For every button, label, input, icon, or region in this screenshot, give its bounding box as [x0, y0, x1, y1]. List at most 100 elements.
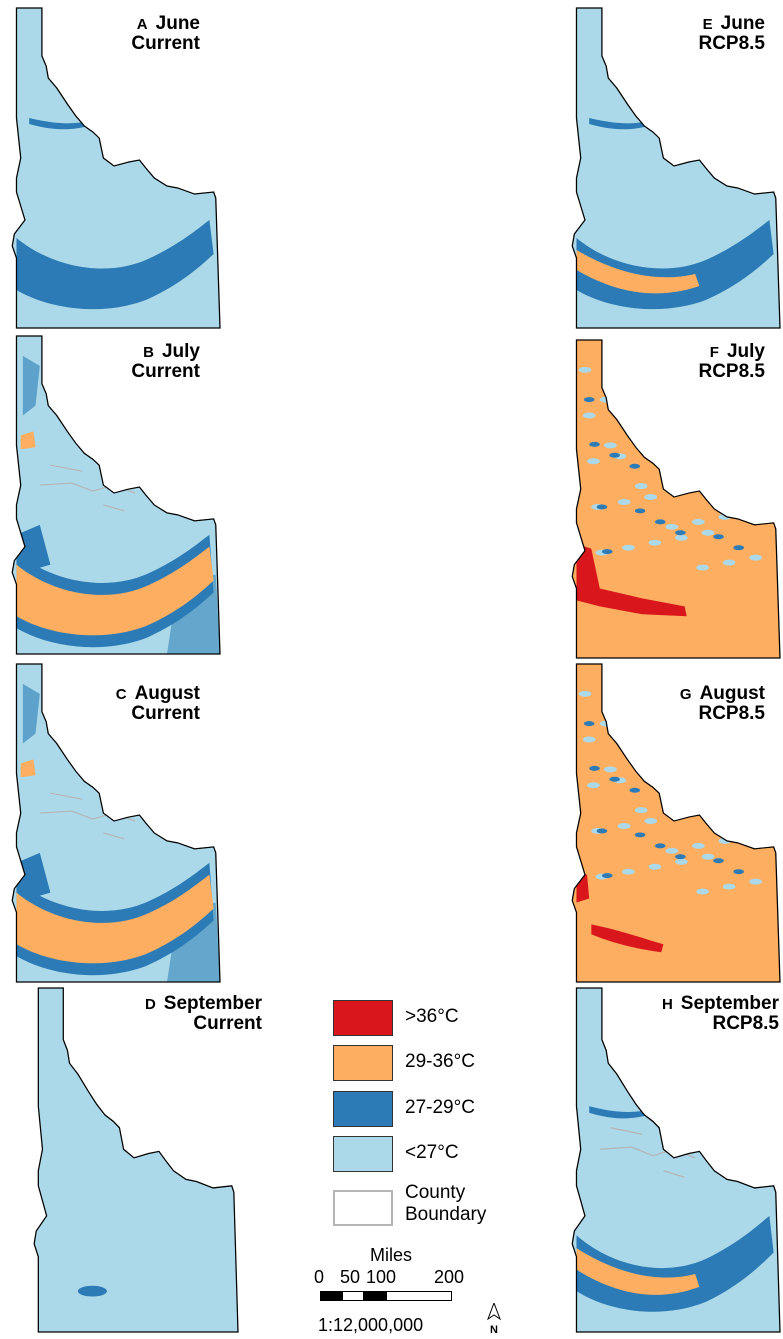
region-under-27-patch: [644, 494, 658, 500]
region-27-29-patch: [680, 740, 691, 745]
region-27-29-patch: [717, 461, 733, 470]
panel-scenario: Current: [131, 360, 200, 382]
region-27-29-patch: [596, 828, 608, 834]
region-27-29-patch: [634, 508, 646, 514]
panel-letter: H: [661, 996, 673, 1013]
region-under-27-patch: [622, 868, 635, 875]
legend-county-line1: County: [405, 1182, 466, 1203]
idaho-map: [571, 339, 781, 659]
region-under-27-patch: [626, 391, 640, 398]
panel-label-e: E June RCP8.5: [698, 14, 765, 54]
region-under-27-patch: [670, 813, 684, 820]
map-panel-h: [568, 987, 781, 1333]
panel-month: September: [163, 993, 262, 1014]
region-27-29-patch: [685, 471, 701, 480]
region-under-27-patch: [687, 473, 701, 480]
region-under-27: [34, 988, 238, 1332]
region-under-27-patch: [679, 381, 693, 388]
region-under-27-patch: [714, 468, 727, 475]
region-under-27-patch: [722, 883, 736, 890]
map-panel-f: [568, 339, 781, 659]
region-29-36: [576, 250, 700, 294]
region-27-29-west: [16, 524, 51, 575]
panel-letter: G: [679, 686, 692, 703]
region-27-29-patch: [667, 791, 679, 797]
region-27-29-north: [22, 355, 40, 416]
legend-swatch-red: [333, 1000, 393, 1036]
region-27-29-west: [16, 852, 51, 903]
region-under-27-patch: [745, 832, 758, 839]
region-under-27-patch: [749, 878, 762, 885]
map-panel-g: [568, 663, 781, 983]
region-27-29-patch: [615, 711, 631, 720]
region-under-27-patch: [692, 518, 705, 525]
panel-scenario: RCP8.5: [712, 1012, 779, 1034]
region-under-27-patch: [753, 401, 767, 408]
region-27-29-patch: [609, 776, 620, 782]
region-under-27-patch: [578, 690, 592, 697]
region-27-29-patch: [615, 387, 631, 396]
scale-tick: 200: [434, 1267, 465, 1287]
legend-swatch-dark-blue: [333, 1091, 393, 1127]
region-under-27-patch: [657, 756, 670, 763]
idaho-map: [33, 987, 239, 1333]
panel-label-h: H September RCP8.5: [662, 994, 779, 1034]
region-27-29-patch: [733, 545, 744, 551]
region-27-29-stream: [589, 1106, 655, 1119]
panel-letter: B: [143, 344, 154, 361]
panel-label-d: D September Current: [145, 994, 262, 1034]
panel-month: June: [155, 13, 200, 34]
region-under-27-patch: [648, 539, 662, 546]
region-27-29-patch: [720, 437, 732, 443]
region-27-29-patch: [609, 452, 620, 458]
region-under-27-patch: [696, 564, 709, 571]
region-27-29-patch: [713, 534, 724, 540]
region-27-29-patch: [720, 761, 732, 767]
region-27-29-patch: [667, 467, 679, 473]
region-27-29-patch: [708, 439, 724, 448]
region-27-29-patch: [654, 764, 670, 773]
region-under-27-patch: [696, 888, 709, 895]
region-27-29-patch: [680, 416, 691, 421]
region-27-29-patch: [687, 802, 699, 808]
panel-label-g: G August RCP8.5: [680, 684, 765, 724]
region-29-36: [16, 546, 214, 636]
legend-label: <27°C: [405, 1142, 459, 1163]
region-under-27-patch: [617, 823, 631, 829]
idaho-map: [571, 987, 781, 1333]
region-under-27-patch: [745, 508, 758, 515]
legend-item-under-27: <27°C: [333, 1136, 553, 1176]
panel-month: August: [699, 683, 765, 704]
idaho-map: [571, 663, 781, 983]
region-27-29: [16, 220, 214, 310]
region-under-27-patch: [578, 366, 592, 373]
region-under-27-patch: [675, 858, 688, 865]
scale-tick: 50: [340, 1267, 361, 1287]
region-under-27-patch: [644, 818, 658, 824]
region-27-29-patch: [717, 785, 733, 794]
region-under-27-patch: [640, 772, 653, 779]
region-27-29-patch: [725, 482, 737, 488]
panel-label-f: F July RCP8.5: [698, 342, 765, 382]
legend-county-line2: Boundary: [405, 1204, 487, 1225]
panel-scenario: RCP8.5: [698, 702, 765, 724]
region-under-27-patch: [683, 751, 697, 758]
region-27-29-patch: [675, 530, 686, 536]
region-27-29-patch: [678, 732, 694, 741]
region-under-27-patch: [587, 458, 600, 465]
panel-month: July: [726, 341, 765, 362]
region-27-29-patch: [748, 816, 764, 824]
panel-letter: E: [702, 16, 713, 33]
region-27-29-patch: [601, 873, 613, 879]
scale-tick: 0: [314, 1267, 325, 1287]
legend-swatch-light-blue: [333, 1136, 393, 1172]
legend-item-29-36: 29-36°C: [333, 1045, 553, 1085]
region-under-27-patch: [701, 853, 715, 860]
map-panel-d: [30, 987, 239, 1333]
region-under-27-patch: [617, 499, 631, 505]
region-27-29-patch: [732, 731, 748, 740]
region-27-29-patch: [642, 736, 653, 742]
region-27-29-patch: [687, 478, 699, 484]
region-27-29-patch: [725, 806, 737, 812]
panel-letter: C: [115, 686, 127, 703]
